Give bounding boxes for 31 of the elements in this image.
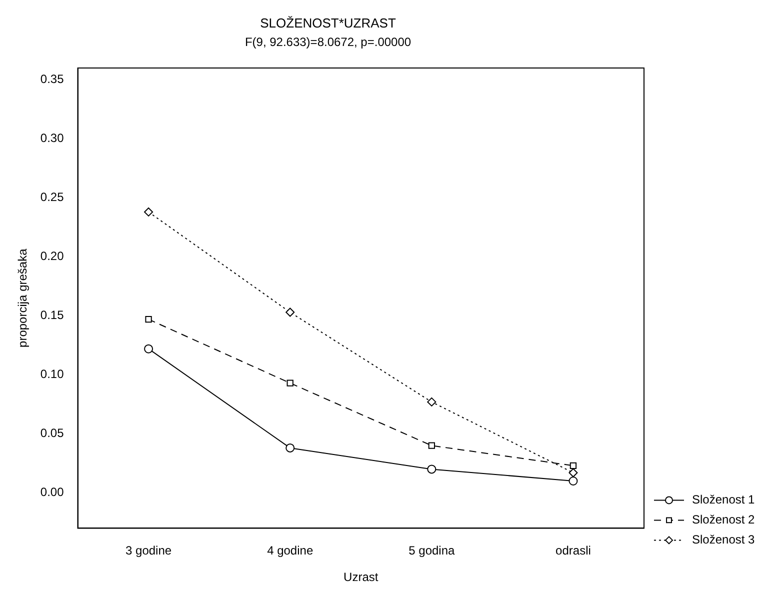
point [568,476,578,486]
x-axis-title: Uzrast [344,570,379,584]
y-tick-label: 0.05 [40,426,64,440]
legend-label: Složenost 1 [692,492,756,507]
y-tick-label: 0.00 [40,485,64,500]
y-tick-label: 0.10 [40,367,64,382]
legend-label: Složenost 3 [692,532,756,547]
x-tick-label: 4 godine [267,544,314,558]
point [286,443,295,452]
x-tick-label: 5 godina [408,544,456,558]
x-tick-label: 3 godine [126,544,172,558]
y-tick-label: 0.20 [40,249,64,264]
legend-label: Složenost 2 [692,512,756,527]
x-tick-label: odrasli [556,544,591,558]
point [427,464,436,474]
point [427,397,436,406]
point [568,468,578,478]
point [286,380,294,386]
chart-subtitle: F(9, 92.633)=8.0672, p=.00000 [244,35,412,50]
point [570,462,577,469]
y-tick-label: 0.25 [40,190,64,204]
point [286,308,295,317]
y-tick-label: 0.30 [40,131,64,146]
point [145,316,152,323]
point [144,207,154,216]
point [428,442,435,449]
chart-title: SLOŽENOST*UZRAST [260,15,396,30]
y-axis-title: proporcija grešaka [16,248,30,348]
y-tick-label: 0.15 [40,308,64,322]
point [144,344,154,354]
y-tick-label: 0.35 [40,72,64,86]
